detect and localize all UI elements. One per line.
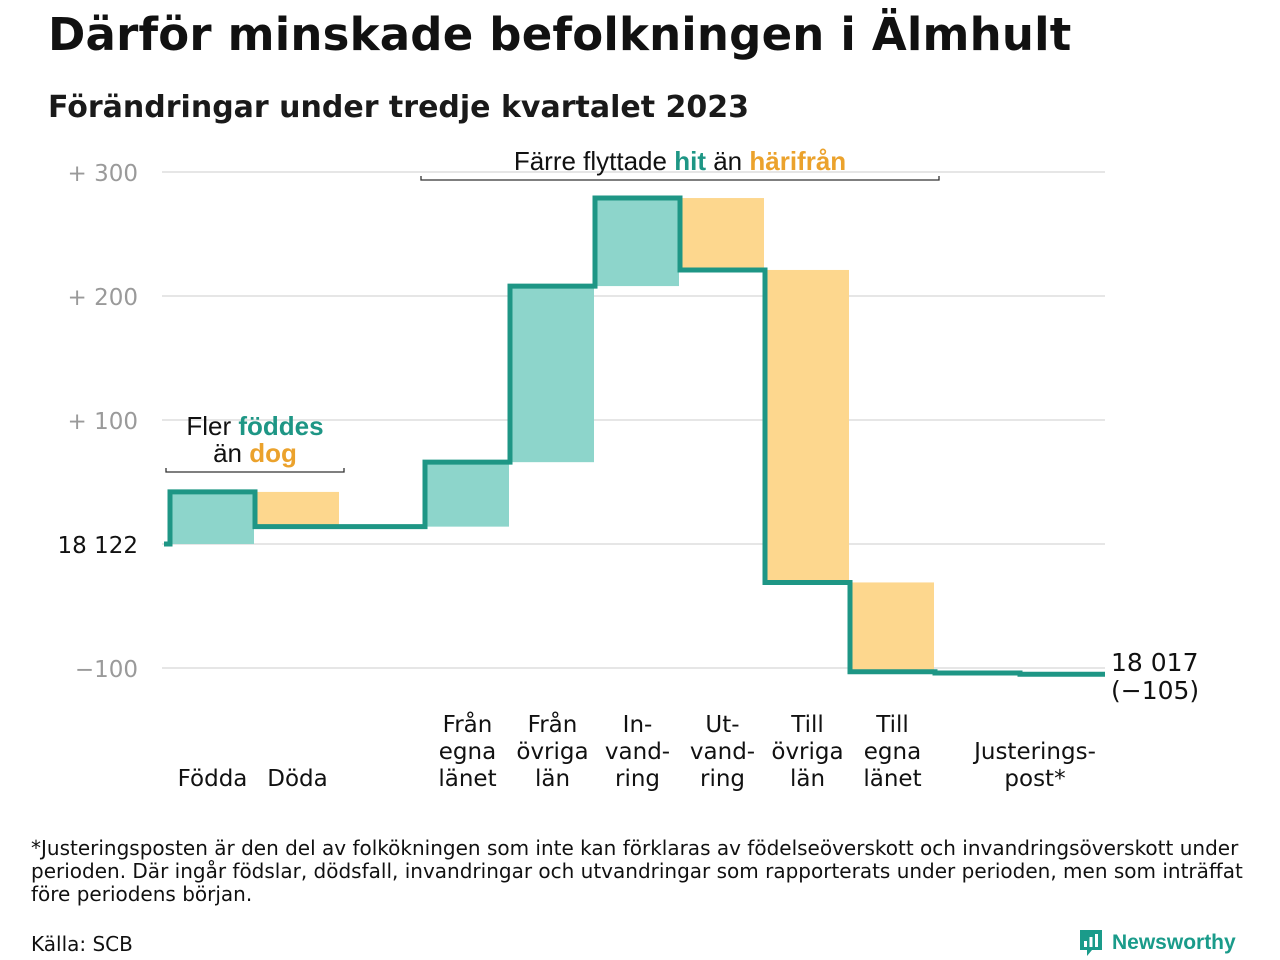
bar-invandring	[595, 198, 679, 287]
bar-döda	[255, 491, 339, 527]
annotation-segment: härifrån	[749, 146, 846, 176]
x-category-label: vand-	[690, 739, 755, 765]
x-category-label: övriga	[771, 739, 843, 765]
x-category-label: länet	[438, 766, 496, 792]
bar-tillövrigalän	[765, 269, 849, 583]
x-category-label: Till	[790, 712, 824, 738]
x-category-label: post*	[1004, 766, 1065, 792]
end-change-label: (−105)	[1111, 676, 1199, 705]
gridlines	[162, 171, 1105, 669]
x-category-label: länet	[863, 766, 921, 792]
footnote: *Justeringsposten är den del av folkökni…	[31, 836, 1243, 906]
x-category-label: In-	[623, 712, 653, 738]
x-category-label: län	[790, 766, 825, 792]
category-labels: Födda DödaFrånegnalänetFrånövrigalänIn-va…	[178, 710, 1096, 792]
x-category-label: Från	[528, 710, 578, 738]
x-category-label: övriga	[516, 739, 588, 765]
annotation-text: Fler föddes	[186, 411, 323, 441]
x-category-label: egna	[864, 739, 921, 765]
annotation-segment: än	[706, 146, 749, 176]
cumulative-step-line	[164, 195, 1105, 677]
chart-subtitle: Förändringar under tredje kvartalet 2023	[48, 90, 750, 125]
annotation-bracket	[165, 468, 345, 473]
x-category-label: Till	[875, 712, 909, 738]
annotation-segment: Fler	[186, 411, 238, 441]
y-tick-label: + 200	[68, 285, 138, 311]
bar-frånövrigalän	[510, 286, 594, 463]
end-total-label: 18 017	[1111, 648, 1198, 677]
x-category-label: ring	[615, 766, 660, 792]
annotation-text: än dog	[213, 438, 297, 468]
bars	[170, 198, 1104, 675]
bar-födda	[170, 491, 254, 544]
newsworthy-logo: Newsworthy	[1078, 926, 1236, 960]
source-note: Källa: SCB	[31, 932, 133, 956]
x-category-label: ring	[700, 766, 745, 792]
x-category-label: Från	[443, 710, 493, 738]
bar-tillegnalänet	[850, 582, 934, 672]
y-tick-label: −100	[75, 657, 138, 683]
y-tick-label: + 100	[68, 409, 138, 435]
annotation-bracket	[420, 176, 940, 181]
annotation-text: Färre flyttade hit än härifrån	[514, 146, 846, 176]
y-tick-label: 18 122	[58, 533, 138, 559]
y-tick-label: + 300	[68, 161, 138, 187]
x-category-label: Ut-	[705, 712, 739, 738]
y-axis-ticks: + 300 + 200 + 100 18 122 −100	[58, 161, 138, 683]
x-category-label: egna	[439, 739, 496, 765]
bar-chart-icon	[1080, 930, 1102, 956]
bar-frånegnalänet	[425, 462, 509, 527]
x-category-label: Justerings-	[972, 739, 1096, 765]
x-category-label: län	[535, 766, 570, 792]
x-category-label: vand-	[605, 739, 670, 765]
x-category-label: Döda	[267, 766, 327, 792]
brand-name: Newsworthy	[1112, 931, 1236, 954]
chart-title: Därför minskade befolkningen i Älmhult	[48, 8, 1072, 61]
annotation-segment: dog	[249, 438, 297, 468]
annotation-segment: Färre flyttade	[514, 146, 674, 176]
annotation-segment: hit	[674, 146, 706, 176]
x-category-label: Födda	[178, 766, 248, 792]
end-value-labels: 18 017(−105)	[1111, 648, 1199, 705]
annotation-segment: än	[213, 438, 249, 468]
bar-utvandring	[680, 198, 764, 270]
annotation-segment: föddes	[238, 411, 323, 441]
